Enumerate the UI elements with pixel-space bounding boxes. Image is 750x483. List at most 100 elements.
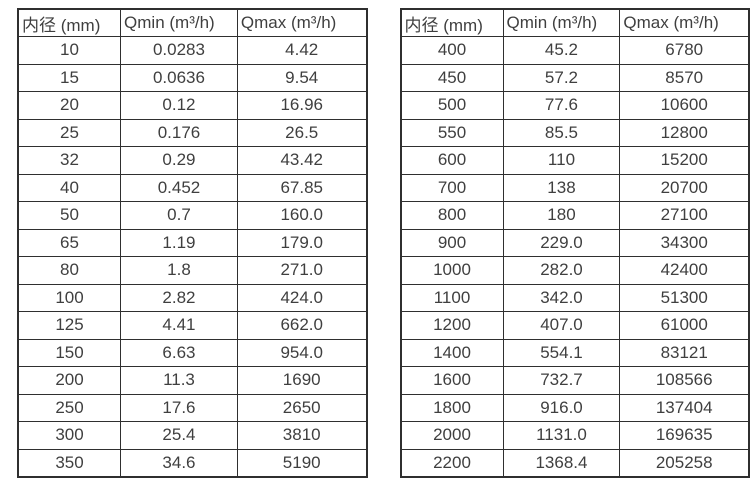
table-cell-qmax: 8570 (619, 63, 750, 92)
table-cell-diameter: 1800 (400, 393, 504, 422)
table-cell-qmin: 732.7 (502, 366, 621, 395)
table-cell-qmin: 57.2 (502, 63, 621, 92)
table-cell-qmin: 342.0 (502, 283, 621, 312)
table-cell-qmax: 108566 (619, 366, 750, 395)
table-cell-qmax: 662.0 (236, 311, 368, 340)
table-cell-diameter: 300 (17, 421, 122, 450)
table-cell-qmax: 5190 (236, 448, 368, 477)
table-cell-qmax: 67.85 (236, 173, 368, 202)
table-cell-qmin: 1368.4 (502, 448, 621, 477)
column-header-diameter: 内径 (mm) (400, 8, 504, 37)
table-cell-qmin: 229.0 (502, 228, 621, 257)
table-cell-qmax: 1690 (236, 366, 368, 395)
table-cell-qmin: 180 (502, 201, 621, 230)
table-cell-qmax: 160.0 (236, 201, 368, 230)
table-row: 1400 554.1 83121 (400, 338, 750, 367)
table-cell-qmax: 61000 (619, 311, 750, 340)
table-cell-diameter: 800 (400, 201, 504, 230)
header-row: 内径 (mm) Qmin (m³/h) Qmax (m³/h) (400, 8, 750, 37)
table-cell-qmin: 110 (502, 146, 621, 175)
table-cell-qmin: 4.41 (120, 311, 238, 340)
table-row: 2000 1131.0 169635 (400, 421, 750, 450)
table-cell-diameter: 450 (400, 63, 504, 92)
table-cell-qmax: 16.96 (236, 91, 368, 120)
table-cell-diameter: 20 (17, 91, 122, 120)
tables-container: 内径 (mm) Qmin (m³/h) Qmax (m³/h) 10 0.0283 4.4… (17, 8, 750, 478)
table-cell-qmax: 205258 (619, 448, 750, 477)
table-cell-qmin: 0.12 (120, 91, 238, 120)
table-row: 80 1.8 271.0 (17, 256, 368, 285)
table-cell-qmax: 271.0 (236, 256, 368, 285)
table-row: 600 110 15200 (400, 146, 750, 175)
table-cell-diameter: 350 (17, 448, 122, 477)
table-row: 400 45.2 6780 (400, 36, 750, 65)
table-row: 1600 732.7 108566 (400, 366, 750, 395)
table-cell-qmin: 6.63 (120, 338, 238, 367)
table-cell-qmin: 138 (502, 173, 621, 202)
table-row: 700 138 20700 (400, 173, 750, 202)
table-cell-diameter: 80 (17, 256, 122, 285)
column-header-qmax: Qmax (m³/h) (236, 8, 368, 37)
table-cell-qmax: 9.54 (236, 63, 368, 92)
table-cell-qmax: 169635 (619, 421, 750, 450)
table-cell-qmax: 43.42 (236, 146, 368, 175)
table-cell-qmin: 1131.0 (502, 421, 621, 450)
table-cell-qmax: 424.0 (236, 283, 368, 312)
table-row: 250 17.6 2650 (17, 393, 368, 422)
table-row: 2200 1368.4 205258 (400, 448, 750, 477)
table-row: 350 34.6 5190 (17, 448, 368, 477)
table-cell-qmin: 0.0283 (120, 36, 238, 65)
column-header-qmin: Qmin (m³/h) (120, 8, 238, 37)
table-row: 450 57.2 8570 (400, 63, 750, 92)
table-cell-qmin: 0.29 (120, 146, 238, 175)
table-row: 800 180 27100 (400, 201, 750, 230)
table-row: 50 0.7 160.0 (17, 201, 368, 230)
table-cell-diameter: 200 (17, 366, 122, 395)
table-row: 1800 916.0 137404 (400, 393, 750, 422)
table-cell-qmin: 0.7 (120, 201, 238, 230)
table-cell-qmax: 179.0 (236, 228, 368, 257)
table-cell-diameter: 400 (400, 36, 504, 65)
table-cell-qmax: 26.5 (236, 118, 368, 147)
table-row: 550 85.5 12800 (400, 118, 750, 147)
table-cell-qmin: 916.0 (502, 393, 621, 422)
table-row: 1100 342.0 51300 (400, 283, 750, 312)
table-row: 900 229.0 34300 (400, 228, 750, 257)
table-cell-qmin: 282.0 (502, 256, 621, 285)
table-row: 10 0.0283 4.42 (17, 36, 368, 65)
flow-table-small-diameter: 内径 (mm) Qmin (m³/h) Qmax (m³/h) 10 0.0283 4.4… (17, 8, 368, 478)
table-cell-qmin: 1.19 (120, 228, 238, 257)
table-cell-qmin: 17.6 (120, 393, 238, 422)
table-cell-qmax: 34300 (619, 228, 750, 257)
table-cell-qmax: 51300 (619, 283, 750, 312)
table-row: 500 77.6 10600 (400, 91, 750, 120)
table-row: 200 11.3 1690 (17, 366, 368, 395)
table-cell-qmin: 0.452 (120, 173, 238, 202)
table-cell-qmin: 1.8 (120, 256, 238, 285)
table-cell-qmax: 2650 (236, 393, 368, 422)
table-cell-qmax: 42400 (619, 256, 750, 285)
table-cell-qmin: 85.5 (502, 118, 621, 147)
table-cell-diameter: 15 (17, 63, 122, 92)
table-cell-diameter: 32 (17, 146, 122, 175)
header-row: 内径 (mm) Qmin (m³/h) Qmax (m³/h) (17, 8, 368, 37)
table-cell-qmax: 83121 (619, 338, 750, 367)
column-header-qmin: Qmin (m³/h) (502, 8, 621, 37)
table-cell-diameter: 1200 (400, 311, 504, 340)
table-cell-qmax: 15200 (619, 146, 750, 175)
table-cell-qmax: 954.0 (236, 338, 368, 367)
table-cell-diameter: 1400 (400, 338, 504, 367)
table-cell-diameter: 2200 (400, 448, 504, 477)
table-cell-diameter: 500 (400, 91, 504, 120)
table-cell-qmax: 6780 (619, 36, 750, 65)
table-cell-diameter: 65 (17, 228, 122, 257)
table-cell-diameter: 50 (17, 201, 122, 230)
table-row: 25 0.176 26.5 (17, 118, 368, 147)
table-cell-qmin: 77.6 (502, 91, 621, 120)
table-row: 32 0.29 43.42 (17, 146, 368, 175)
table-cell-diameter: 600 (400, 146, 504, 175)
table-row: 65 1.19 179.0 (17, 228, 368, 257)
table-row: 1000 282.0 42400 (400, 256, 750, 285)
table-cell-diameter: 1000 (400, 256, 504, 285)
table-cell-diameter: 100 (17, 283, 122, 312)
